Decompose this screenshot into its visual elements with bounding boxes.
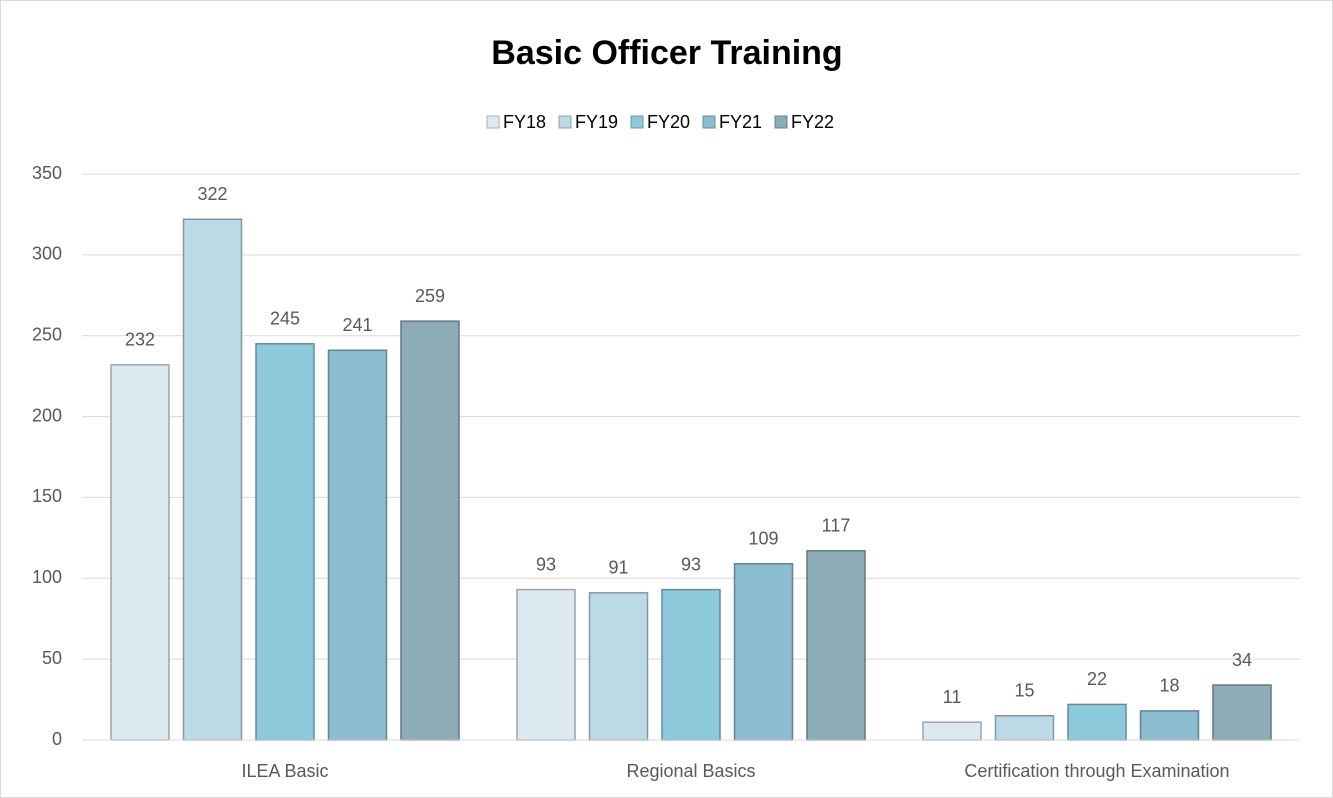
legend-swatch	[486, 115, 500, 129]
y-tick-label: 100	[32, 567, 62, 587]
data-label: 232	[125, 330, 155, 350]
bar	[806, 550, 866, 741]
y-tick-label: 200	[32, 405, 62, 425]
legend-label: FY22	[791, 112, 834, 132]
bar	[733, 562, 794, 741]
legend-label: FY20	[647, 112, 690, 132]
legend-swatch	[558, 115, 572, 129]
x-tick-label: Certification through Examination	[964, 761, 1229, 781]
chart-title: Basic Officer Training	[491, 34, 842, 72]
legend-label: FY21	[719, 112, 762, 132]
bar	[400, 320, 460, 741]
bar	[1139, 710, 1200, 741]
data-label: 93	[536, 554, 556, 574]
legend-swatch	[630, 115, 644, 129]
data-label: 34	[1232, 650, 1252, 670]
data-label: 22	[1087, 669, 1107, 689]
y-tick-label: 300	[32, 244, 62, 264]
bar	[1212, 684, 1272, 741]
bar	[255, 343, 315, 741]
x-tick-label: Regional Basics	[626, 761, 755, 781]
y-tick-label: 250	[32, 324, 62, 344]
data-label: 93	[681, 554, 701, 574]
bar	[1067, 703, 1127, 741]
bar	[661, 588, 721, 741]
y-tick-label: 50	[42, 648, 62, 668]
data-label: 11	[943, 687, 962, 707]
y-tick-label: 350	[32, 163, 62, 183]
x-tick-label: ILEA Basic	[241, 761, 328, 781]
y-tick-label: 0	[52, 729, 62, 749]
data-label: 245	[270, 309, 300, 329]
bar	[994, 714, 1055, 741]
data-label: 109	[748, 528, 778, 548]
y-tick-label: 150	[32, 486, 62, 506]
data-label: 117	[822, 516, 851, 536]
bar	[922, 721, 982, 741]
data-label: 91	[608, 558, 628, 578]
legend-swatch	[774, 115, 788, 129]
legend-label: FY18	[503, 112, 546, 132]
data-label: 322	[197, 184, 227, 204]
data-label: 241	[342, 315, 372, 335]
bar	[110, 364, 170, 741]
data-label: 18	[1159, 676, 1179, 696]
bar	[516, 588, 576, 741]
bar	[588, 592, 649, 741]
data-label: 259	[415, 286, 445, 306]
bar	[182, 218, 243, 741]
data-label: 15	[1014, 680, 1034, 700]
bar	[327, 349, 388, 741]
legend-swatch	[702, 115, 716, 129]
legend-label: FY19	[575, 112, 618, 132]
